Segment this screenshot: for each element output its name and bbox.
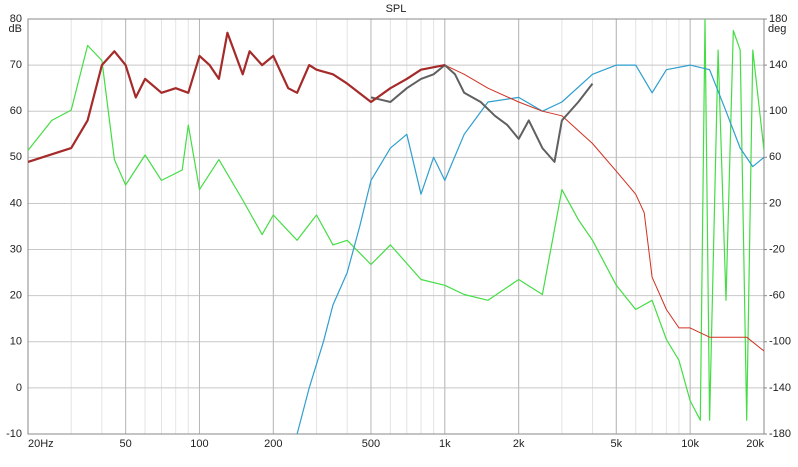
y-tick-label: 20: [10, 290, 22, 302]
plot-lines: [28, 19, 764, 434]
y2-tick-label: 20: [769, 197, 781, 209]
plot-frame: [27, 18, 765, 435]
y2-tick-label: -180: [769, 428, 791, 440]
y2-unit: deg: [768, 23, 786, 35]
y-tick-label: -10: [6, 428, 22, 440]
x-tick-label: 1k: [439, 438, 451, 450]
y-unit: dB: [9, 23, 22, 35]
y-tick-label: 80: [10, 13, 22, 25]
y-tick-label: 70: [10, 59, 22, 71]
x-tick-label: 500: [362, 438, 380, 450]
y-tick-label: 50: [10, 151, 22, 163]
x-tick-label: 20Hz: [28, 438, 54, 450]
y2-tick-label: -140: [769, 382, 791, 394]
series-line: [390, 64, 764, 352]
y2-tick-label: 140: [769, 59, 787, 71]
series-line: [28, 19, 764, 421]
y2-tick-label: -100: [769, 336, 791, 348]
x-tick-label: 200: [264, 438, 282, 450]
series-line: [28, 31, 446, 163]
chart-title: SPL: [386, 3, 407, 15]
series-line: [370, 64, 594, 163]
y-tick-label: 0: [16, 382, 22, 394]
y-tick-label: 60: [10, 105, 22, 117]
x-tick-label: 50: [120, 438, 132, 450]
series-line: [296, 64, 764, 434]
x-tick-label: 10k: [681, 438, 699, 450]
y2-tick-label: 180: [769, 13, 787, 25]
y-tick-label: 40: [10, 197, 22, 209]
y-tick-label: 10: [10, 336, 22, 348]
y-tick-label: 30: [10, 243, 22, 255]
x-tick-label: 5k: [610, 438, 622, 450]
x-tick-label: 100: [190, 438, 208, 450]
y2-tick-label: 100: [769, 105, 787, 117]
x-tick-label: 20k: [746, 438, 764, 450]
y2-tick-label: 60: [769, 151, 781, 163]
x-tick-label: 2k: [513, 438, 525, 450]
y2-tick-label: -60: [769, 290, 785, 302]
y2-tick-label: -20: [769, 243, 785, 255]
